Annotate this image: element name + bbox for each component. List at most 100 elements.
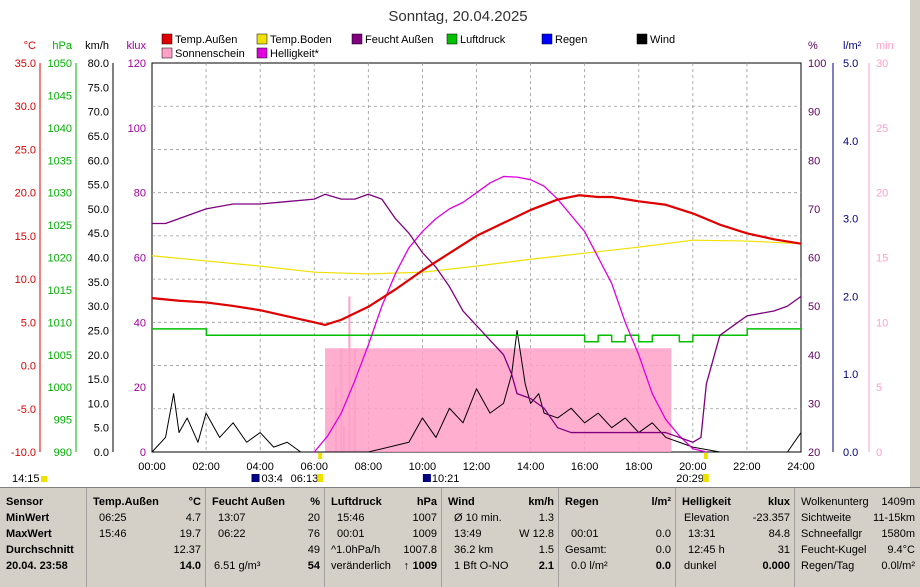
temp-avg-value: 12.37 (173, 544, 201, 556)
cloudbase-label: Wolkenunterg (801, 496, 869, 508)
pressure-axis-tick: 995 (54, 415, 72, 427)
klux-axis-tick: 60 (134, 253, 146, 265)
rain-axis-tick: 5.0 (843, 58, 858, 70)
hum-heading: Feucht Außen (212, 496, 285, 508)
moonset-label: 03:4 (262, 473, 283, 485)
sunset-label: 20:29 (676, 473, 704, 485)
humidity-axis-tick: 80 (808, 155, 820, 167)
rain-day: 0.0 l/m² (571, 560, 608, 572)
temp-axis-tick: 0.0 (21, 361, 36, 373)
chart-legend: Temp.Außen Temp.Boden Feucht Außen Luftdruc… (161, 33, 675, 60)
rain-heading: Regen (565, 496, 599, 508)
klux-axis-tick: 40 (134, 317, 146, 329)
press-arrow-icon: ↑ (403, 560, 410, 572)
temp-heading: Temp.Außen (93, 496, 159, 508)
klux-axis-tick: 120 (128, 58, 146, 70)
stats-light-column: Helligkeit klux Elevation -23.357 13:31 84.… (676, 488, 795, 587)
rain-unit: l/m² (651, 496, 671, 508)
temp-axis-tick: 10.0 (15, 274, 36, 286)
sun-axis-tick: 30 (876, 58, 888, 70)
humidity-axis-tick: 50 (808, 301, 820, 313)
light-elevation-value: -23.357 (752, 512, 790, 524)
pressure-axis-tick: 1005 (48, 350, 72, 362)
wind-axis-tick: 75.0 (88, 82, 109, 94)
light-max-time: 13:31 (688, 528, 716, 540)
stats-sensor-column: Sensor MinWert MaxWert Durchschnitt 20.0… (0, 488, 87, 587)
wind-axis-tick: 45.0 (88, 228, 109, 240)
x-tick-label: 04:00 (246, 461, 274, 473)
legend-swatch (161, 47, 173, 59)
wind-axis-tick: 5.0 (94, 423, 109, 435)
hum-avg-value: 49 (307, 544, 320, 556)
x-tick-label: 12:00 (463, 461, 491, 473)
moonrise-icon (422, 474, 431, 482)
klux-axis-tick: 20 (134, 382, 146, 394)
rainday-value: 0.0l/m² (881, 560, 915, 572)
rain-max-value: 0.0 (655, 528, 671, 540)
hum-min-time: 13:07 (218, 512, 246, 524)
legend-label: Luftdruck (460, 34, 506, 46)
humidity-axis-tick: 90 (808, 107, 820, 119)
sun-axis-tick: 25 (876, 123, 888, 135)
temp-axis-tick: 5.0 (21, 317, 36, 329)
legend-swatch (256, 33, 268, 45)
stats-pressure-column: Luftdruck hPa 15:46 1007 00:01 1009 ^1.0hPa… (325, 488, 442, 587)
x-tick-label: 08:00 (355, 461, 383, 473)
wetbulb-label: Feucht-Kugel (801, 544, 867, 556)
sunrise-icon (317, 474, 324, 482)
temp-min-value: 4.7 (185, 512, 201, 524)
x-tick-label: 24:00 (787, 461, 815, 473)
x-tick-label: 00:00 (138, 461, 166, 473)
wind-axis-tick: 30.0 (88, 301, 109, 313)
legend-label: Sonnenschein (175, 48, 245, 60)
pressure-axis-tick: 1045 (48, 90, 72, 102)
rain-axis-unit: l/m² (843, 40, 862, 52)
rain-total-label: Gesamt: (565, 544, 607, 556)
klux-axis-tick: 100 (128, 123, 146, 135)
pressure-axis-tick: 1040 (48, 123, 72, 135)
humidity-axis-tick: 20 (808, 447, 820, 459)
pressure-axis-tick: 1000 (48, 382, 72, 394)
temp-axis-tick: 35.0 (15, 58, 36, 70)
wind-bft: 1 Bft O-NO (454, 560, 509, 572)
rainday-label: Regen/Tag (801, 560, 855, 572)
press-unit: hPa (416, 496, 437, 508)
humidity-axis-tick: 60 (808, 253, 820, 265)
visibility-value: 11-15km (873, 512, 915, 524)
pressure-axis-tick: 990 (54, 447, 72, 459)
light-daylength: 12:45 h (688, 544, 725, 556)
stats-humidity-column: Feucht Außen% 13:07 20 06:22 76 49 6.51 g/… (206, 488, 325, 587)
legend-label: Temp.Außen (175, 34, 237, 46)
moonrise-label: 10:21 (432, 473, 460, 485)
pressure-axis-tick: 1020 (48, 253, 72, 265)
statistics-panel: Sensor MinWert MaxWert Durchschnitt 20.0… (0, 487, 920, 587)
legend-swatch (256, 47, 268, 59)
max-label: MaxWert (6, 528, 52, 540)
rain-axis-tick: 3.0 (843, 214, 858, 226)
temp-max-value: 19.7 (179, 528, 201, 540)
wind-axis-tick: 80.0 (88, 58, 109, 70)
wind-axis-tick: 20.0 (88, 350, 109, 362)
plot-area (151, 62, 802, 453)
light-state: dunkel (684, 560, 717, 572)
press-max-value: 1009 (412, 528, 437, 540)
klux-axis-tick: 80 (134, 188, 146, 200)
sun-axis-tick: 0 (876, 447, 882, 459)
humidity-axis-unit: % (808, 40, 818, 52)
wind-heading: Wind (448, 496, 475, 508)
snowline-value: 1580m (881, 528, 915, 540)
press-min-value: 1007 (412, 512, 437, 524)
x-tick-label: 18:00 (625, 461, 653, 473)
stats-extra-column: Wolkenunterg 1409m Sichtweite 11-15km Schn… (795, 488, 919, 587)
avg-label: Durchschnitt (6, 544, 74, 556)
hum-unit: % (310, 496, 320, 508)
stats-rain-column: Regen l/m² 00:01 0.0 Gesamt: 0.0 0.0 l/m² 0.… (559, 488, 676, 587)
x-axis-labels: 00:00 02:00 04:00 06:00 08:00 10:00 12:00 14:00… (138, 461, 815, 473)
wind-distance: 36.2 km (454, 544, 494, 556)
temp-current-value: 14.0 (179, 560, 201, 572)
sunset-icon (702, 474, 709, 482)
min-label: MinWert (6, 512, 50, 524)
rain-axis-tick: 0.0 (843, 447, 858, 459)
wind-avg10-value: 1.3 (538, 512, 554, 524)
series-wind (151, 329, 802, 453)
